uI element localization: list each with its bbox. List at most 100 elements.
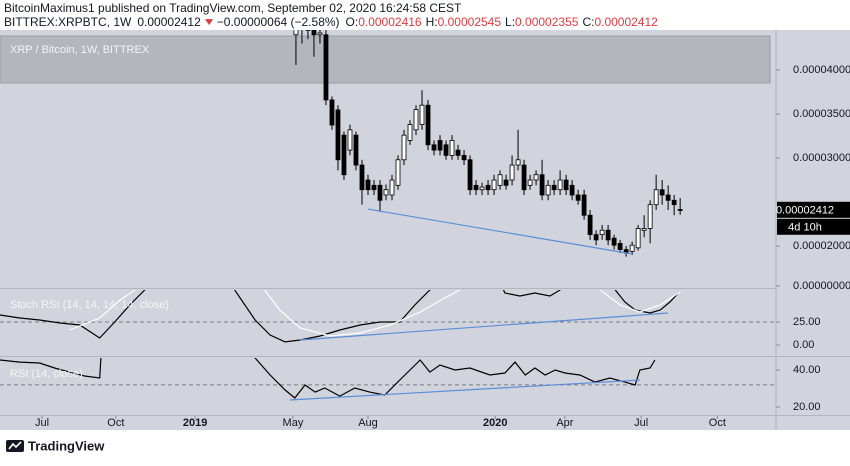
candle-body <box>647 204 653 229</box>
candle-body <box>305 30 311 31</box>
candle-body <box>629 244 635 252</box>
x-tick-label: 2020 <box>483 417 507 429</box>
candle-body <box>431 144 437 151</box>
x-tick-label: Jul <box>35 417 49 429</box>
publisher-line: BitcoinMaximus1 published on TradingView… <box>4 1 462 15</box>
y-tick-label: 25.00 <box>793 316 821 328</box>
x-tick-label: May <box>283 417 304 429</box>
candle-body <box>407 124 413 141</box>
ohlc-label: C: <box>582 15 594 29</box>
candle-body <box>569 184 575 196</box>
candle-body <box>425 104 431 146</box>
x-tick-label: Aug <box>358 417 378 429</box>
y-tick-label: 0.00004000 <box>793 64 850 76</box>
indicator-line <box>0 358 656 399</box>
candle-body <box>377 184 383 201</box>
candle-body <box>479 186 485 191</box>
candle-body <box>503 179 509 186</box>
tradingview-logo <box>6 440 24 452</box>
candle-body <box>323 34 329 101</box>
candle-body <box>527 179 533 186</box>
y-tick-label: 0.00003500 <box>793 108 850 120</box>
candle-body <box>341 134 347 176</box>
symbol: BITTREX:XRPBTC, 1W <box>4 15 132 29</box>
candle-body <box>515 159 521 166</box>
candle-body <box>545 184 551 196</box>
candle-body <box>551 184 557 191</box>
shaded-range <box>0 35 771 84</box>
pane <box>0 358 775 401</box>
indicator-line <box>0 290 679 343</box>
candle-body <box>383 189 389 196</box>
footer-brand: TradingView <box>28 438 105 453</box>
candle-body <box>329 99 335 126</box>
candle-body <box>563 179 569 191</box>
candle-body <box>491 179 497 191</box>
ohlc-value: 0.00002416 <box>358 15 422 29</box>
ohlc-value: 0.00002412 <box>594 15 658 29</box>
candle-body <box>587 214 593 236</box>
x-tick-label: 2019 <box>183 417 207 429</box>
chart-background <box>0 30 850 430</box>
x-tick-label: Jul <box>634 417 648 429</box>
candle-body <box>467 159 473 191</box>
candle-body <box>659 189 665 196</box>
candle-body <box>359 164 365 191</box>
candle-body <box>389 179 395 196</box>
candle-body <box>617 243 623 250</box>
last-price-box <box>777 201 850 218</box>
candle-body <box>557 179 563 191</box>
x-tick-label: Oct <box>709 417 726 429</box>
ohlc-value: 0.00002545 <box>438 15 502 29</box>
pane-legend: Stoch RSI (14, 14, 14, 14, close) <box>10 299 169 311</box>
down-arrow-icon <box>205 19 214 26</box>
candle-body <box>599 229 605 236</box>
last-price: 0.00002412 <box>137 15 201 29</box>
symbol-line: BITTREX:XRPBTC, 1W 0.00002412 −0.00000064 … <box>4 15 658 29</box>
price-change: −0.00000064 (−2.58%) <box>217 15 340 29</box>
candle-body <box>509 164 515 181</box>
candle-body <box>605 229 611 241</box>
candle-body <box>311 30 317 36</box>
last-price-label: 0.00002412 <box>776 205 834 217</box>
x-tick-label: Oct <box>107 417 124 429</box>
candle-body <box>437 140 443 151</box>
candle-body <box>455 149 461 156</box>
candle-body <box>575 194 581 201</box>
candle-body <box>521 164 527 191</box>
candle-body <box>485 184 491 191</box>
ohlc-value: 0.00002355 <box>515 15 579 29</box>
candle-body <box>461 154 467 161</box>
y-tick-label: 0.00 <box>793 339 814 351</box>
candle-body <box>677 209 683 211</box>
candle-body <box>401 134 407 161</box>
ohlc-label: O: <box>346 15 359 29</box>
pane-legend: RSI (14, close) <box>10 368 83 380</box>
candle-body <box>581 194 587 216</box>
candle-body <box>593 234 599 241</box>
y-tick-label: 20.00 <box>793 401 821 413</box>
candle-body <box>611 237 617 246</box>
candle-body <box>641 228 647 231</box>
candle-body <box>671 199 677 206</box>
countdown-box <box>777 218 850 235</box>
y-tick-label: 40.00 <box>793 364 821 376</box>
candle-body <box>371 184 377 191</box>
trend-line <box>289 379 640 401</box>
pane <box>0 290 775 343</box>
candle-body <box>293 30 299 36</box>
trend-line <box>367 208 633 255</box>
candle-body <box>665 194 671 201</box>
candle-body <box>497 174 503 186</box>
x-tick-label: Apr <box>556 417 573 429</box>
candle-body <box>335 109 341 161</box>
candle-body <box>347 129 353 151</box>
candle-body <box>635 228 641 249</box>
trend-line <box>300 312 669 341</box>
candle-body <box>419 104 425 125</box>
candle-body <box>395 159 401 186</box>
y-tick-label: 0.00003000 <box>793 152 850 164</box>
candle-body <box>365 179 371 191</box>
ohlc-label: L: <box>505 15 515 29</box>
